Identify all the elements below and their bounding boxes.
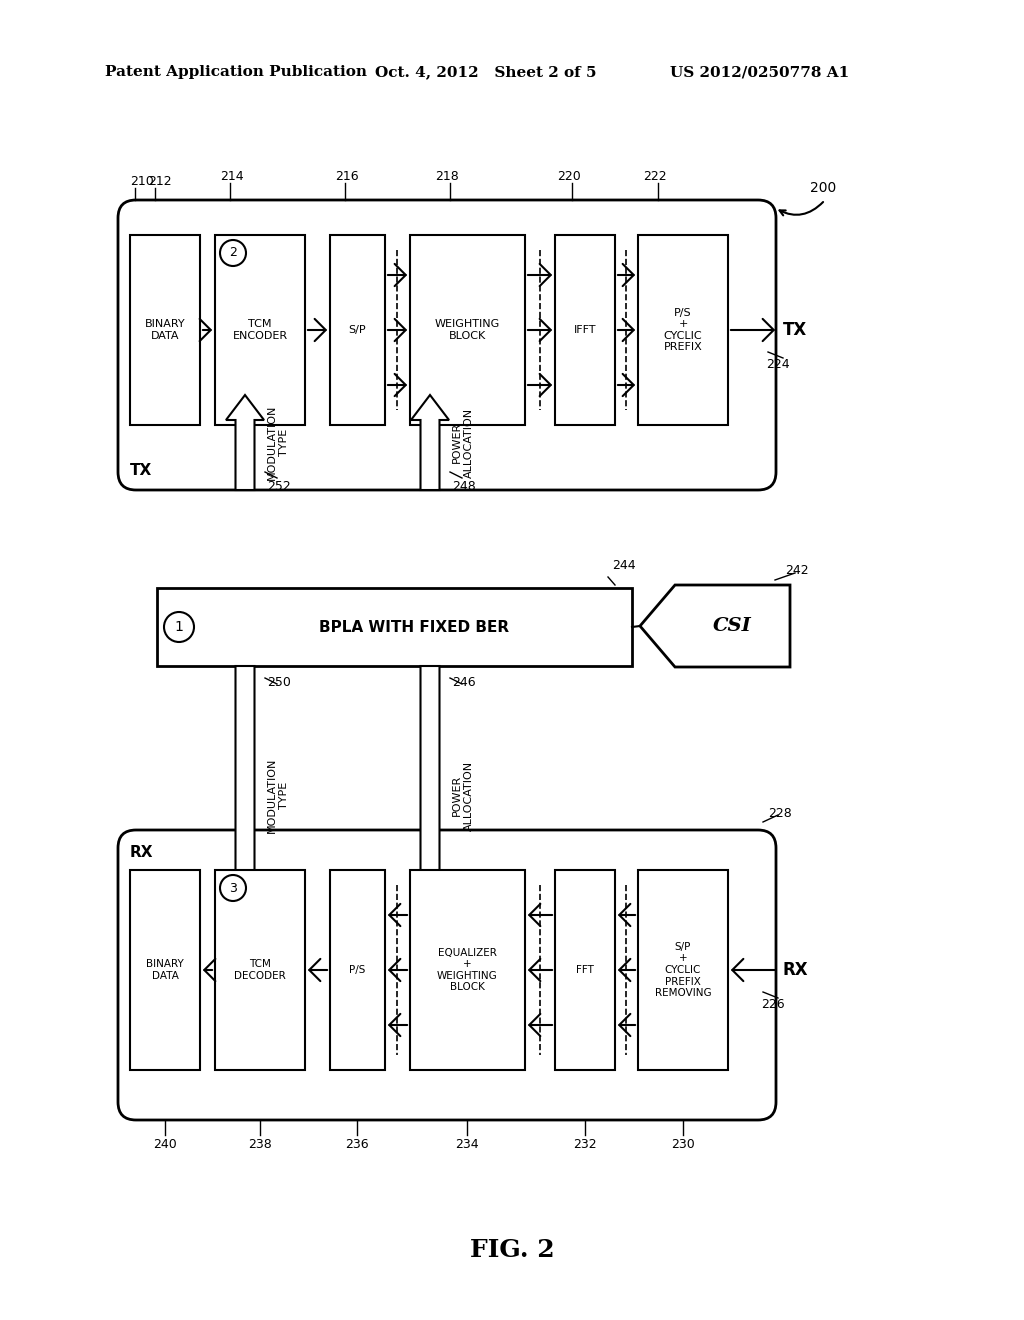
Text: 228: 228 [768,807,792,820]
Bar [157,587,632,667]
Text: RX: RX [783,961,809,979]
Text: 248: 248 [452,480,476,492]
Text: US 2012/0250778 A1: US 2012/0250778 A1 [670,65,849,79]
Text: TCM
ENCODER: TCM ENCODER [232,319,288,341]
Text: EQUALIZER
+
WEIGHTING
BLOCK: EQUALIZER + WEIGHTING BLOCK [437,948,498,993]
Text: 234: 234 [456,1138,479,1151]
Text: 242: 242 [785,564,809,577]
Bar [330,235,385,425]
Bar [215,870,305,1071]
Text: BINARY
DATA: BINARY DATA [144,319,185,341]
Text: 218: 218 [435,170,459,183]
Text: RX: RX [130,845,154,861]
Text: 216: 216 [335,170,358,183]
Text: Patent Application Publication: Patent Application Publication [105,65,367,79]
Bar [555,235,615,425]
Polygon shape [640,585,790,667]
Bar [638,870,728,1071]
FancyBboxPatch shape [118,201,776,490]
Polygon shape [226,395,264,490]
Text: 244: 244 [612,558,636,572]
Text: TX: TX [783,321,807,339]
Text: FFT: FFT [577,965,594,975]
Text: TCM
DECODER: TCM DECODER [234,960,286,981]
Text: POWER
ALLOCATION: POWER ALLOCATION [452,408,473,478]
Text: 2: 2 [229,247,237,260]
Text: 250: 250 [267,676,291,689]
Text: 246: 246 [452,676,475,689]
Text: 252: 252 [267,480,291,492]
Text: MODULATION
TYPE: MODULATION TYPE [267,758,289,833]
Bar [130,235,200,425]
Text: P/S: P/S [349,965,366,975]
Text: BPLA WITH FIXED BER: BPLA WITH FIXED BER [319,619,510,635]
Text: 232: 232 [573,1138,597,1151]
Text: 212: 212 [148,176,172,187]
Text: 210: 210 [130,176,154,187]
Text: 224: 224 [766,358,790,371]
Text: POWER
ALLOCATION: POWER ALLOCATION [452,760,473,830]
FancyBboxPatch shape [118,830,776,1119]
Bar [130,870,200,1071]
Polygon shape [226,667,264,925]
Text: CSI: CSI [713,616,752,635]
Bar [330,870,385,1071]
Text: IFFT: IFFT [573,325,596,335]
Text: 222: 222 [643,170,667,183]
Bar [555,870,615,1071]
Text: 3: 3 [229,882,237,895]
Text: 226: 226 [761,998,784,1011]
Text: 230: 230 [671,1138,695,1151]
Text: TX: TX [130,463,153,478]
Text: 236: 236 [345,1138,369,1151]
Text: 220: 220 [557,170,581,183]
Text: 200: 200 [810,181,837,195]
Text: P/S
+
CYCLIC
PREFIX: P/S + CYCLIC PREFIX [664,308,702,352]
Text: 240: 240 [154,1138,177,1151]
Bar [410,870,525,1071]
Bar [215,235,305,425]
Polygon shape [411,667,449,925]
Text: S/P: S/P [349,325,367,335]
Text: S/P
+
CYCLIC
PREFIX
REMOVING: S/P + CYCLIC PREFIX REMOVING [654,941,712,998]
Text: MODULATION
TYPE: MODULATION TYPE [267,405,289,480]
Text: FIG. 2: FIG. 2 [470,1238,554,1262]
Text: 1: 1 [174,620,183,634]
Bar [410,235,525,425]
Text: WEIGHTING
BLOCK: WEIGHTING BLOCK [435,319,500,341]
Polygon shape [411,395,449,490]
Bar [638,235,728,425]
Text: 238: 238 [248,1138,272,1151]
Text: 214: 214 [220,170,244,183]
Text: Oct. 4, 2012   Sheet 2 of 5: Oct. 4, 2012 Sheet 2 of 5 [375,65,597,79]
Text: BINARY
DATA: BINARY DATA [146,960,184,981]
